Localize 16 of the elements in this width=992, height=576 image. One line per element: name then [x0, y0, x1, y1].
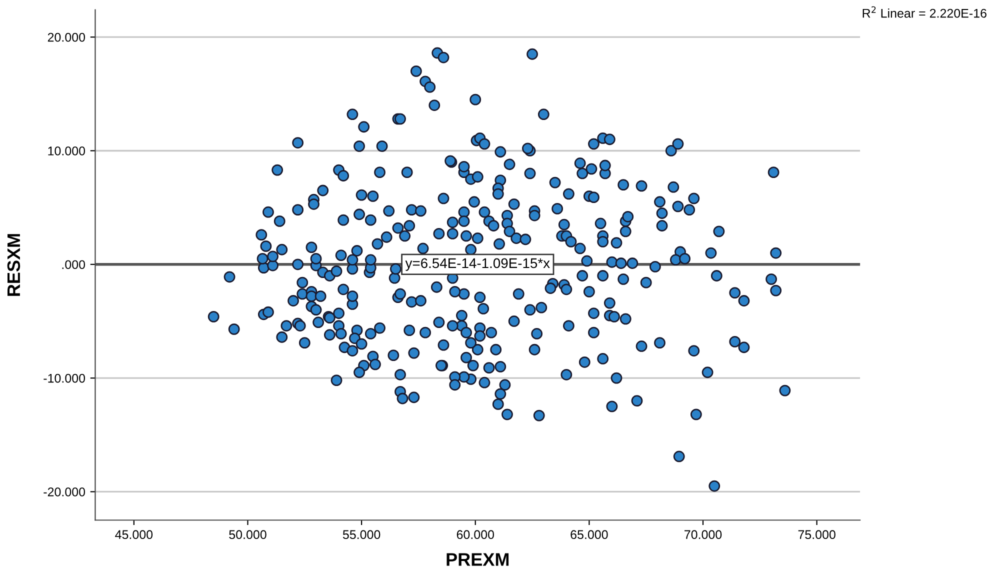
x-axis-title: PREXM — [446, 553, 509, 566]
x-tick-label: 55.000 — [342, 530, 380, 540]
annotation: y=6.54E-14-1.09E-15*x — [405, 258, 550, 271]
y-axis-title: RESXM — [7, 234, 20, 296]
text: R$^{2}$ Linear = 2.220E-16 — [862, 6, 986, 18]
y-tick-label: 10.000 — [48, 146, 86, 156]
x-tick-label: 75.000 — [798, 530, 836, 540]
y-tick-label: -10.000 — [44, 374, 86, 383]
x-tick-label: 50.000 — [229, 530, 266, 540]
x-tick-label: 60.000 — [456, 530, 494, 540]
y-tick-label: -20.000 — [44, 488, 86, 496]
y-tick-label: .000 — [62, 260, 86, 270]
x-tick-label: 65.000 — [570, 530, 608, 540]
x-tick-label: 70.000 — [684, 530, 722, 540]
y-tick-label: 20.000 — [48, 32, 86, 42]
x-tick-label: 45.000 — [115, 530, 153, 540]
